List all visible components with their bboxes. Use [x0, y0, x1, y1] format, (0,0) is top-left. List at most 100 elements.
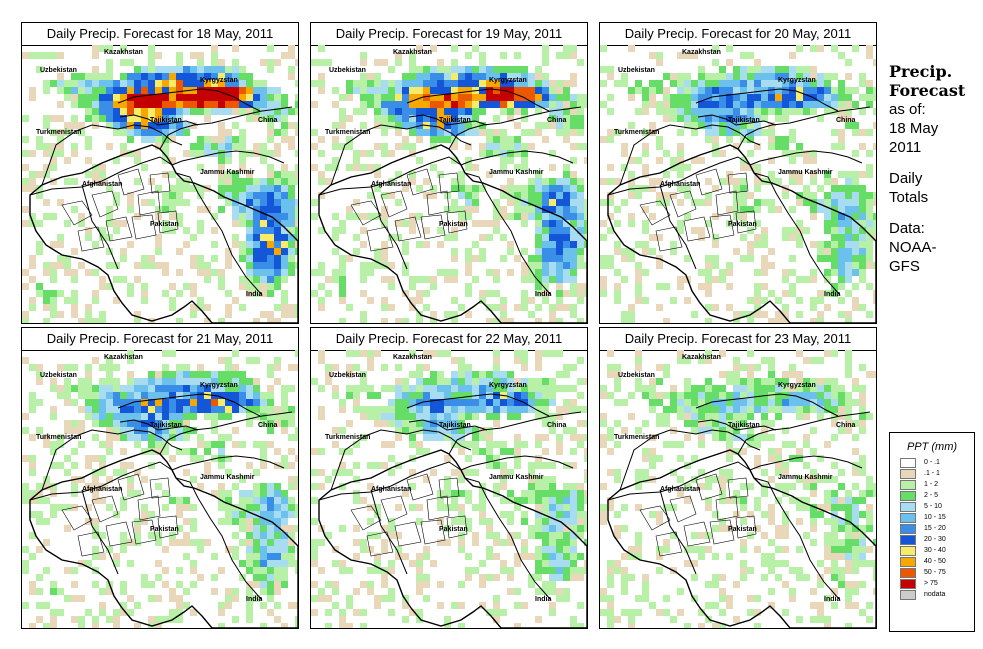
precip-cell — [36, 241, 43, 248]
precip-cell — [99, 318, 106, 323]
precip-cell — [803, 385, 810, 392]
precip-cell — [514, 350, 521, 357]
precip-cell — [169, 455, 176, 462]
precip-cell — [141, 448, 148, 455]
precip-cell — [803, 476, 810, 483]
precip-cell — [635, 108, 642, 115]
precip-cell — [295, 94, 298, 101]
precip-cell — [521, 80, 528, 87]
precip-cell — [190, 448, 197, 455]
precip-cell — [607, 581, 614, 588]
precip-cell — [141, 94, 148, 101]
precip-cell — [670, 441, 677, 448]
precip-cell — [127, 595, 134, 602]
precip-cell — [556, 511, 563, 518]
precip-cell — [141, 129, 148, 136]
precip-cell — [600, 588, 607, 595]
precip-cell — [288, 220, 295, 227]
precip-cell — [22, 318, 29, 323]
precip-cell — [423, 553, 430, 560]
precip-cell — [274, 199, 281, 206]
precip-cell — [831, 413, 838, 420]
precip-cell — [838, 553, 845, 560]
precip-cell — [148, 129, 155, 136]
precip-cell — [663, 546, 670, 553]
precip-cell — [486, 525, 493, 532]
precip-cell — [852, 171, 859, 178]
precip-cell — [796, 567, 803, 574]
precip-cell — [253, 539, 260, 546]
precip-cell — [866, 206, 873, 213]
precip-cell — [451, 80, 458, 87]
precip-cell — [691, 560, 698, 567]
precip-cell — [852, 45, 859, 52]
precip-cell — [416, 318, 423, 323]
precip-cell — [556, 178, 563, 185]
precip-cell — [691, 546, 698, 553]
precip-cell — [274, 269, 281, 276]
precip-cell — [353, 108, 360, 115]
precip-cell — [740, 539, 747, 546]
precip-cell — [782, 73, 789, 80]
precip-cell — [288, 227, 295, 234]
precip-cell — [204, 80, 211, 87]
precip-cell — [486, 399, 493, 406]
precip-cell — [113, 560, 120, 567]
precip-cell — [353, 406, 360, 413]
precip-cell — [458, 220, 465, 227]
country-border — [171, 455, 285, 471]
precip-cell — [500, 378, 507, 385]
precip-cell — [218, 143, 225, 150]
precip-cell — [838, 171, 845, 178]
precip-cell — [535, 483, 542, 490]
precip-cell — [339, 462, 346, 469]
precip-cell — [374, 80, 381, 87]
precip-cell — [99, 227, 106, 234]
precip-cell — [381, 364, 388, 371]
precip-cell — [50, 157, 57, 164]
precip-cell — [218, 185, 225, 192]
precip-cell — [691, 87, 698, 94]
precip-cell — [311, 609, 318, 616]
precip-cell — [712, 525, 719, 532]
precip-cell — [810, 297, 817, 304]
precip-cell — [705, 504, 712, 511]
precip-cell — [267, 101, 274, 108]
precip-cell — [274, 220, 281, 227]
precip-cell — [402, 399, 409, 406]
precip-cell — [353, 364, 360, 371]
precip-cell — [274, 59, 281, 66]
precip-cell — [465, 213, 472, 220]
precip-cell — [677, 157, 684, 164]
precip-cell — [78, 129, 85, 136]
precip-cell — [267, 441, 274, 448]
precip-cell — [225, 371, 232, 378]
precip-cell — [176, 581, 183, 588]
precip-cell — [486, 427, 493, 434]
precip-cell — [698, 469, 705, 476]
precip-cell — [169, 206, 176, 213]
precip-cell — [99, 45, 106, 52]
precip-cell — [162, 399, 169, 406]
precip-cell — [218, 59, 225, 66]
precip-cell — [260, 262, 267, 269]
precip-cell — [563, 588, 570, 595]
precip-cell — [176, 178, 183, 185]
precip-cell — [866, 518, 873, 525]
precip-cell — [416, 399, 423, 406]
precip-cell — [416, 108, 423, 115]
precip-cell — [556, 371, 563, 378]
precip-cell — [677, 185, 684, 192]
precip-cell — [353, 476, 360, 483]
precip-cell — [437, 227, 444, 234]
precip-cell — [148, 80, 155, 87]
precip-cell — [549, 276, 556, 283]
precip-cell — [260, 283, 267, 290]
precip-cell — [444, 378, 451, 385]
precip-cell — [339, 115, 346, 122]
precip-cell — [852, 185, 859, 192]
precip-cell — [607, 560, 614, 567]
precip-cell — [281, 129, 288, 136]
precip-cell — [740, 399, 747, 406]
precip-cell — [486, 462, 493, 469]
